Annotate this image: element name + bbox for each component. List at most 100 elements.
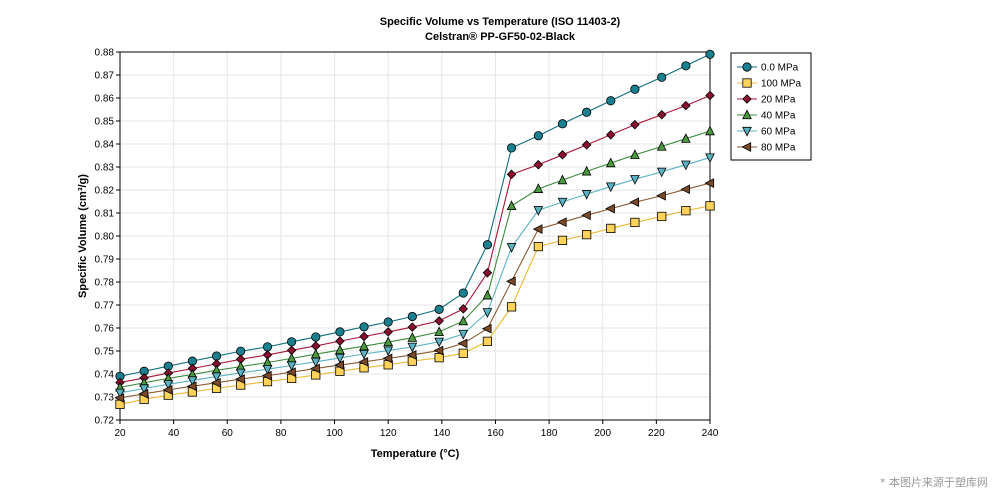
data-point	[681, 160, 691, 171]
legend-label: 80 MPa	[761, 143, 796, 154]
x-tick-label: 60	[222, 428, 234, 439]
data-point	[187, 376, 198, 387]
series-20-mpa	[115, 90, 715, 388]
data-point	[407, 342, 418, 353]
data-point	[383, 336, 394, 347]
data-point	[262, 365, 273, 375]
series-100-mpa	[115, 201, 715, 409]
x-tick-label: 240	[702, 428, 719, 439]
y-tick-label: 0.82	[95, 186, 115, 197]
data-point	[335, 353, 345, 364]
data-point	[556, 217, 567, 228]
data-point	[261, 370, 272, 381]
data-point	[262, 342, 273, 352]
legend-marker	[741, 142, 752, 152]
data-point	[582, 107, 592, 117]
data-point	[606, 130, 616, 140]
data-point	[506, 169, 517, 180]
data-point	[311, 332, 321, 342]
x-tick-label: 80	[275, 428, 287, 439]
axes: 20 40 60 80 100 120 140 160 180 200 220 240 0.72 0.73…	[95, 48, 719, 440]
y-tick-label: 0.80	[95, 232, 115, 243]
data-point	[506, 302, 517, 312]
y-tick-label: 0.86	[95, 94, 115, 105]
data-point	[506, 143, 517, 153]
data-point	[581, 140, 592, 150]
data-point	[704, 178, 715, 188]
data-point	[163, 380, 174, 390]
data-point	[681, 61, 691, 71]
y-tick-label: 0.85	[95, 117, 115, 128]
x-tick-label: 40	[168, 428, 180, 439]
data-point	[533, 131, 543, 141]
data-point	[582, 230, 592, 240]
data-point	[310, 357, 321, 368]
legend-item: 0.0 MPa	[737, 62, 799, 74]
data-point	[533, 241, 543, 252]
data-point	[211, 372, 222, 383]
data-point	[657, 72, 667, 82]
data-point	[482, 336, 493, 346]
data-point	[236, 346, 246, 356]
x-tick-label: 100	[326, 428, 343, 439]
legend-marker	[742, 78, 752, 88]
data-point	[533, 159, 544, 170]
data-point	[115, 388, 125, 399]
data-point	[629, 197, 640, 208]
series-60-mpa	[115, 153, 715, 399]
data-point	[334, 360, 345, 370]
legend-label: 20 MPa	[761, 95, 796, 106]
data-point	[359, 340, 369, 351]
data-point	[506, 200, 517, 210]
x-tick-label: 160	[487, 428, 504, 439]
data-point	[657, 211, 667, 222]
data-point	[383, 346, 394, 357]
data-point	[383, 327, 393, 337]
y-tick-label: 0.76	[95, 324, 115, 335]
y-tick-label: 0.87	[95, 71, 115, 82]
data-point	[656, 110, 667, 120]
data-point	[505, 276, 516, 287]
legend-marker	[742, 126, 752, 137]
data-point	[358, 356, 369, 367]
y-tick-label: 0.83	[95, 163, 115, 174]
legend-item: 100 MPa	[737, 78, 801, 90]
data-point	[138, 388, 149, 399]
legend-marker	[742, 94, 752, 104]
data-point	[434, 326, 444, 337]
data-point	[335, 327, 345, 337]
y-axis-label: Specific Volume (cm³/g)	[77, 174, 89, 298]
data-point	[656, 190, 666, 201]
data-point	[482, 308, 493, 318]
data-point	[458, 304, 469, 314]
data-point	[407, 311, 417, 322]
x-tick-label: 20	[114, 428, 126, 439]
data-point	[557, 174, 568, 185]
series-layer	[114, 49, 715, 409]
data-point	[681, 206, 691, 216]
x-tick-label: 220	[648, 428, 665, 439]
y-tick-label: 0.84	[95, 140, 115, 151]
y-tick-label: 0.78	[95, 278, 115, 289]
data-point	[433, 345, 444, 356]
y-tick-label: 0.72	[95, 416, 115, 427]
data-point	[681, 100, 691, 111]
data-point	[235, 374, 245, 384]
chart-title: Specific Volume vs Temperature (ISO 1140…	[380, 16, 621, 28]
plot-frame	[119, 51, 711, 421]
data-point	[605, 157, 616, 168]
data-point	[481, 323, 492, 334]
data-point	[506, 243, 517, 253]
data-point	[434, 353, 444, 363]
data-point	[605, 182, 616, 193]
data-point	[139, 384, 149, 395]
data-point	[458, 329, 469, 340]
series-80-mpa	[114, 178, 715, 403]
legend-box	[730, 52, 812, 161]
series-0-0-mpa	[115, 49, 715, 381]
data-point	[532, 224, 543, 234]
legend-label: 60 MPa	[761, 127, 796, 138]
data-point	[210, 377, 221, 388]
data-point	[434, 316, 444, 326]
